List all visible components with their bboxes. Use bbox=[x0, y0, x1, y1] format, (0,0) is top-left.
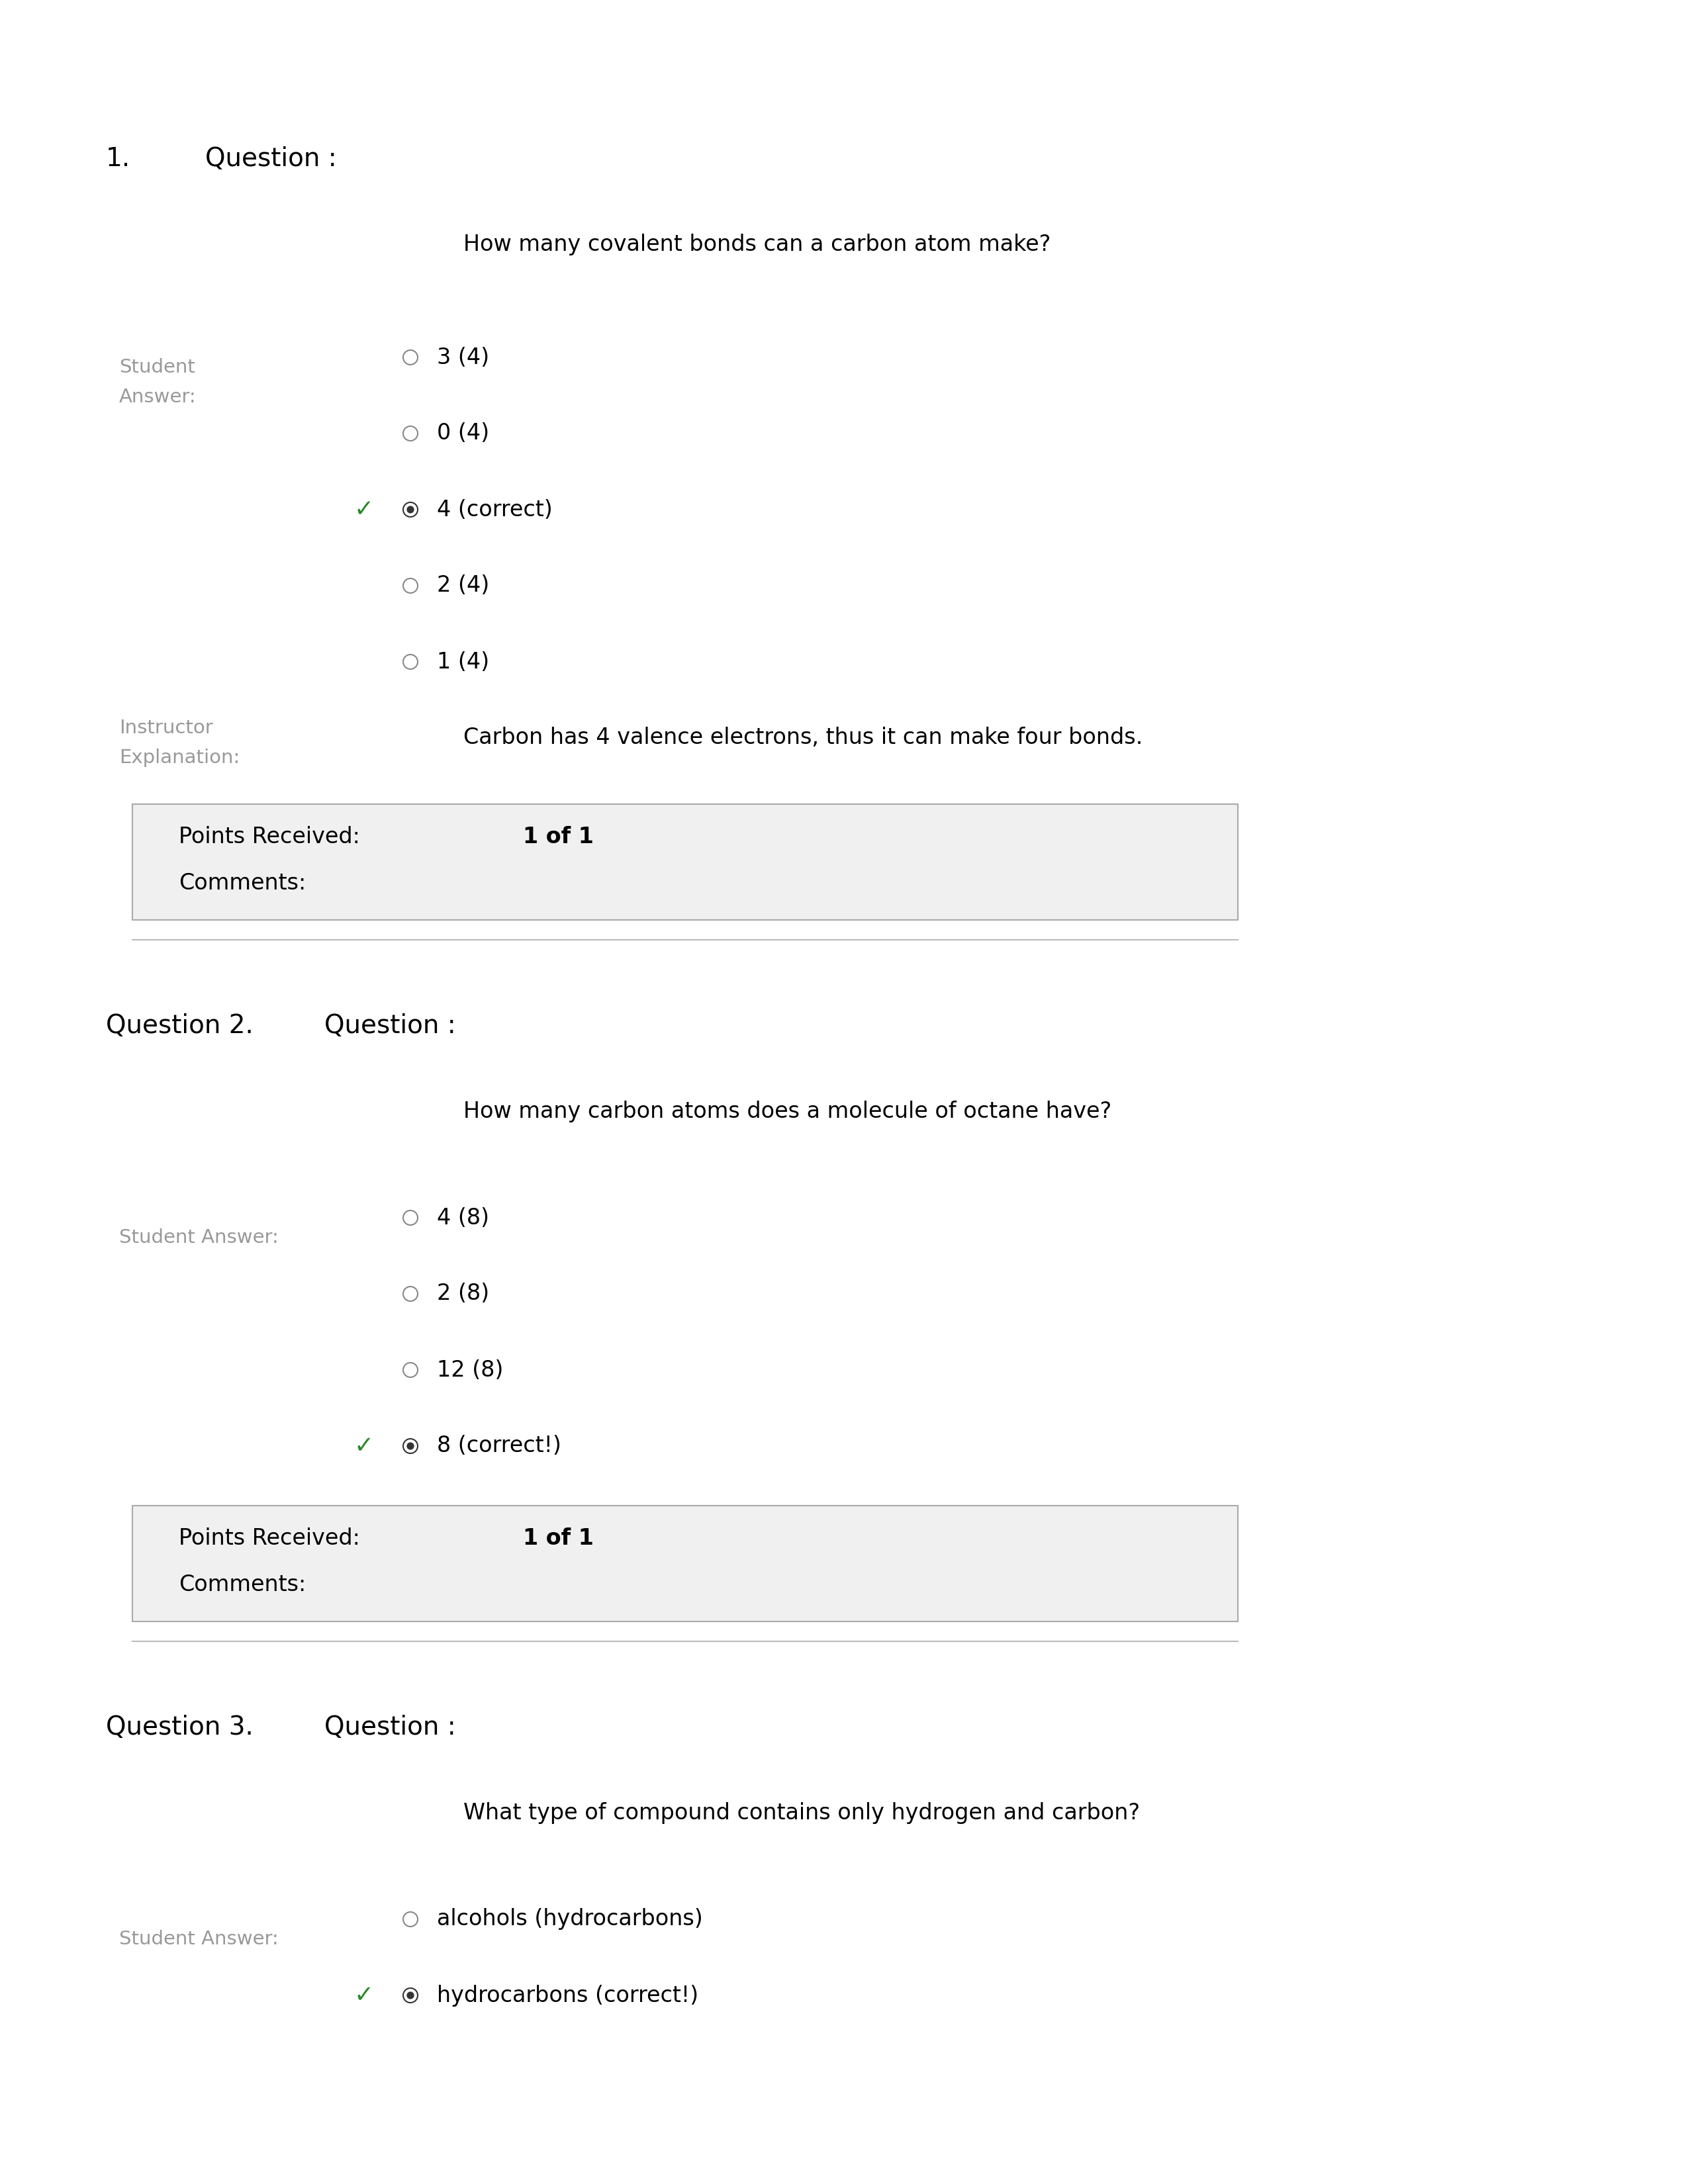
Text: Student Answer:: Student Answer: bbox=[120, 1227, 279, 1247]
Text: Points Received:: Points Received: bbox=[179, 1529, 360, 1551]
Text: How many carbon atoms does a molecule of octane have?: How many carbon atoms does a molecule of… bbox=[464, 1101, 1112, 1123]
Text: 0 (4): 0 (4) bbox=[437, 422, 490, 443]
Text: ✓: ✓ bbox=[354, 1983, 375, 2007]
Text: ✓: ✓ bbox=[354, 498, 375, 520]
Text: 8 (correct!): 8 (correct!) bbox=[437, 1435, 560, 1457]
Text: hydrocarbons (correct!): hydrocarbons (correct!) bbox=[437, 1985, 699, 2007]
Text: 2 (8): 2 (8) bbox=[437, 1282, 490, 1304]
Text: 12 (8): 12 (8) bbox=[437, 1358, 503, 1380]
Text: ✓: ✓ bbox=[354, 1435, 375, 1457]
Text: Question 2.: Question 2. bbox=[106, 1013, 253, 1037]
Text: 4 (correct): 4 (correct) bbox=[437, 498, 552, 520]
Text: 4 (8): 4 (8) bbox=[437, 1208, 490, 1230]
Text: Student: Student bbox=[120, 358, 196, 376]
Text: Comments:: Comments: bbox=[179, 874, 306, 895]
FancyBboxPatch shape bbox=[132, 804, 1237, 919]
Text: Points Received:: Points Received: bbox=[179, 826, 360, 847]
Text: 3 (4): 3 (4) bbox=[437, 347, 490, 369]
Text: Comments:: Comments: bbox=[179, 1575, 306, 1597]
Text: Explanation:: Explanation: bbox=[120, 749, 240, 767]
Text: Student Answer:: Student Answer: bbox=[120, 1931, 279, 1948]
Text: Carbon has 4 valence electrons, thus it can make four bonds.: Carbon has 4 valence electrons, thus it … bbox=[464, 727, 1143, 749]
Text: Instructor: Instructor bbox=[120, 719, 213, 738]
Text: 1 of 1: 1 of 1 bbox=[523, 826, 594, 847]
Text: Question :: Question : bbox=[324, 1714, 456, 1741]
Text: Question :: Question : bbox=[206, 146, 338, 170]
Text: 2 (4): 2 (4) bbox=[437, 574, 490, 596]
Text: alcohols (hydrocarbons): alcohols (hydrocarbons) bbox=[437, 1909, 702, 1931]
Text: 1.: 1. bbox=[106, 146, 130, 170]
Text: 1 of 1: 1 of 1 bbox=[523, 1529, 594, 1551]
Circle shape bbox=[407, 507, 414, 513]
Circle shape bbox=[407, 1444, 414, 1450]
Text: Answer:: Answer: bbox=[120, 389, 196, 406]
Text: Question :: Question : bbox=[324, 1013, 456, 1037]
Text: Question 3.: Question 3. bbox=[106, 1714, 253, 1741]
Text: How many covalent bonds can a carbon atom make?: How many covalent bonds can a carbon ato… bbox=[464, 234, 1050, 256]
FancyBboxPatch shape bbox=[132, 1505, 1237, 1621]
Circle shape bbox=[407, 1992, 414, 1998]
Text: What type of compound contains only hydrogen and carbon?: What type of compound contains only hydr… bbox=[464, 1802, 1139, 1824]
Text: 1 (4): 1 (4) bbox=[437, 651, 490, 673]
